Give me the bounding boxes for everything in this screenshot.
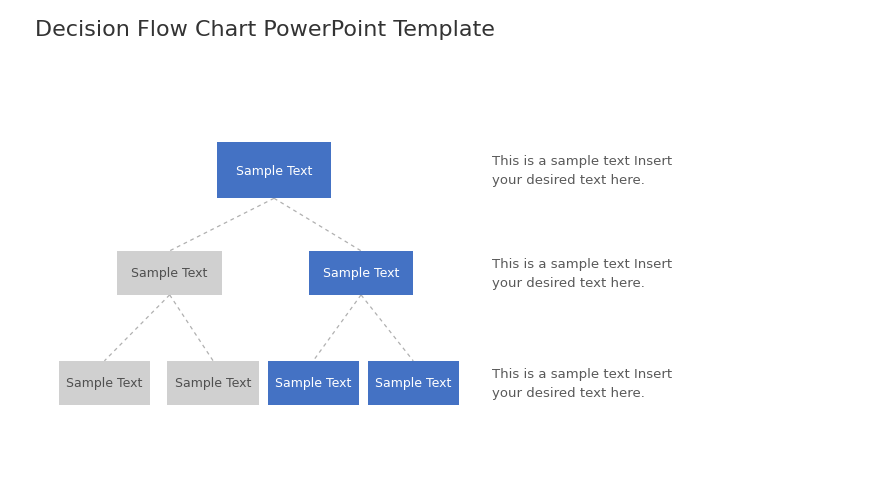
Text: This is a sample text Insert
your desired text here.: This is a sample text Insert your desire… [491, 155, 671, 187]
Text: Sample Text: Sample Text [175, 377, 251, 389]
FancyBboxPatch shape [308, 251, 413, 295]
Text: Sample Text: Sample Text [322, 267, 399, 280]
FancyBboxPatch shape [117, 251, 222, 295]
Text: This is a sample text Insert
your desired text here.: This is a sample text Insert your desire… [491, 367, 671, 399]
Text: Sample Text: Sample Text [131, 267, 208, 280]
FancyBboxPatch shape [217, 142, 330, 199]
Text: Sample Text: Sample Text [66, 377, 143, 389]
Text: This is a sample text Insert
your desired text here.: This is a sample text Insert your desire… [491, 257, 671, 289]
Text: Sample Text: Sample Text [375, 377, 451, 389]
Text: Decision Flow Chart PowerPoint Template: Decision Flow Chart PowerPoint Template [35, 20, 494, 40]
FancyBboxPatch shape [367, 361, 459, 405]
FancyBboxPatch shape [168, 361, 259, 405]
Text: Sample Text: Sample Text [235, 164, 312, 177]
FancyBboxPatch shape [268, 361, 359, 405]
FancyBboxPatch shape [59, 361, 149, 405]
Text: Sample Text: Sample Text [275, 377, 351, 389]
